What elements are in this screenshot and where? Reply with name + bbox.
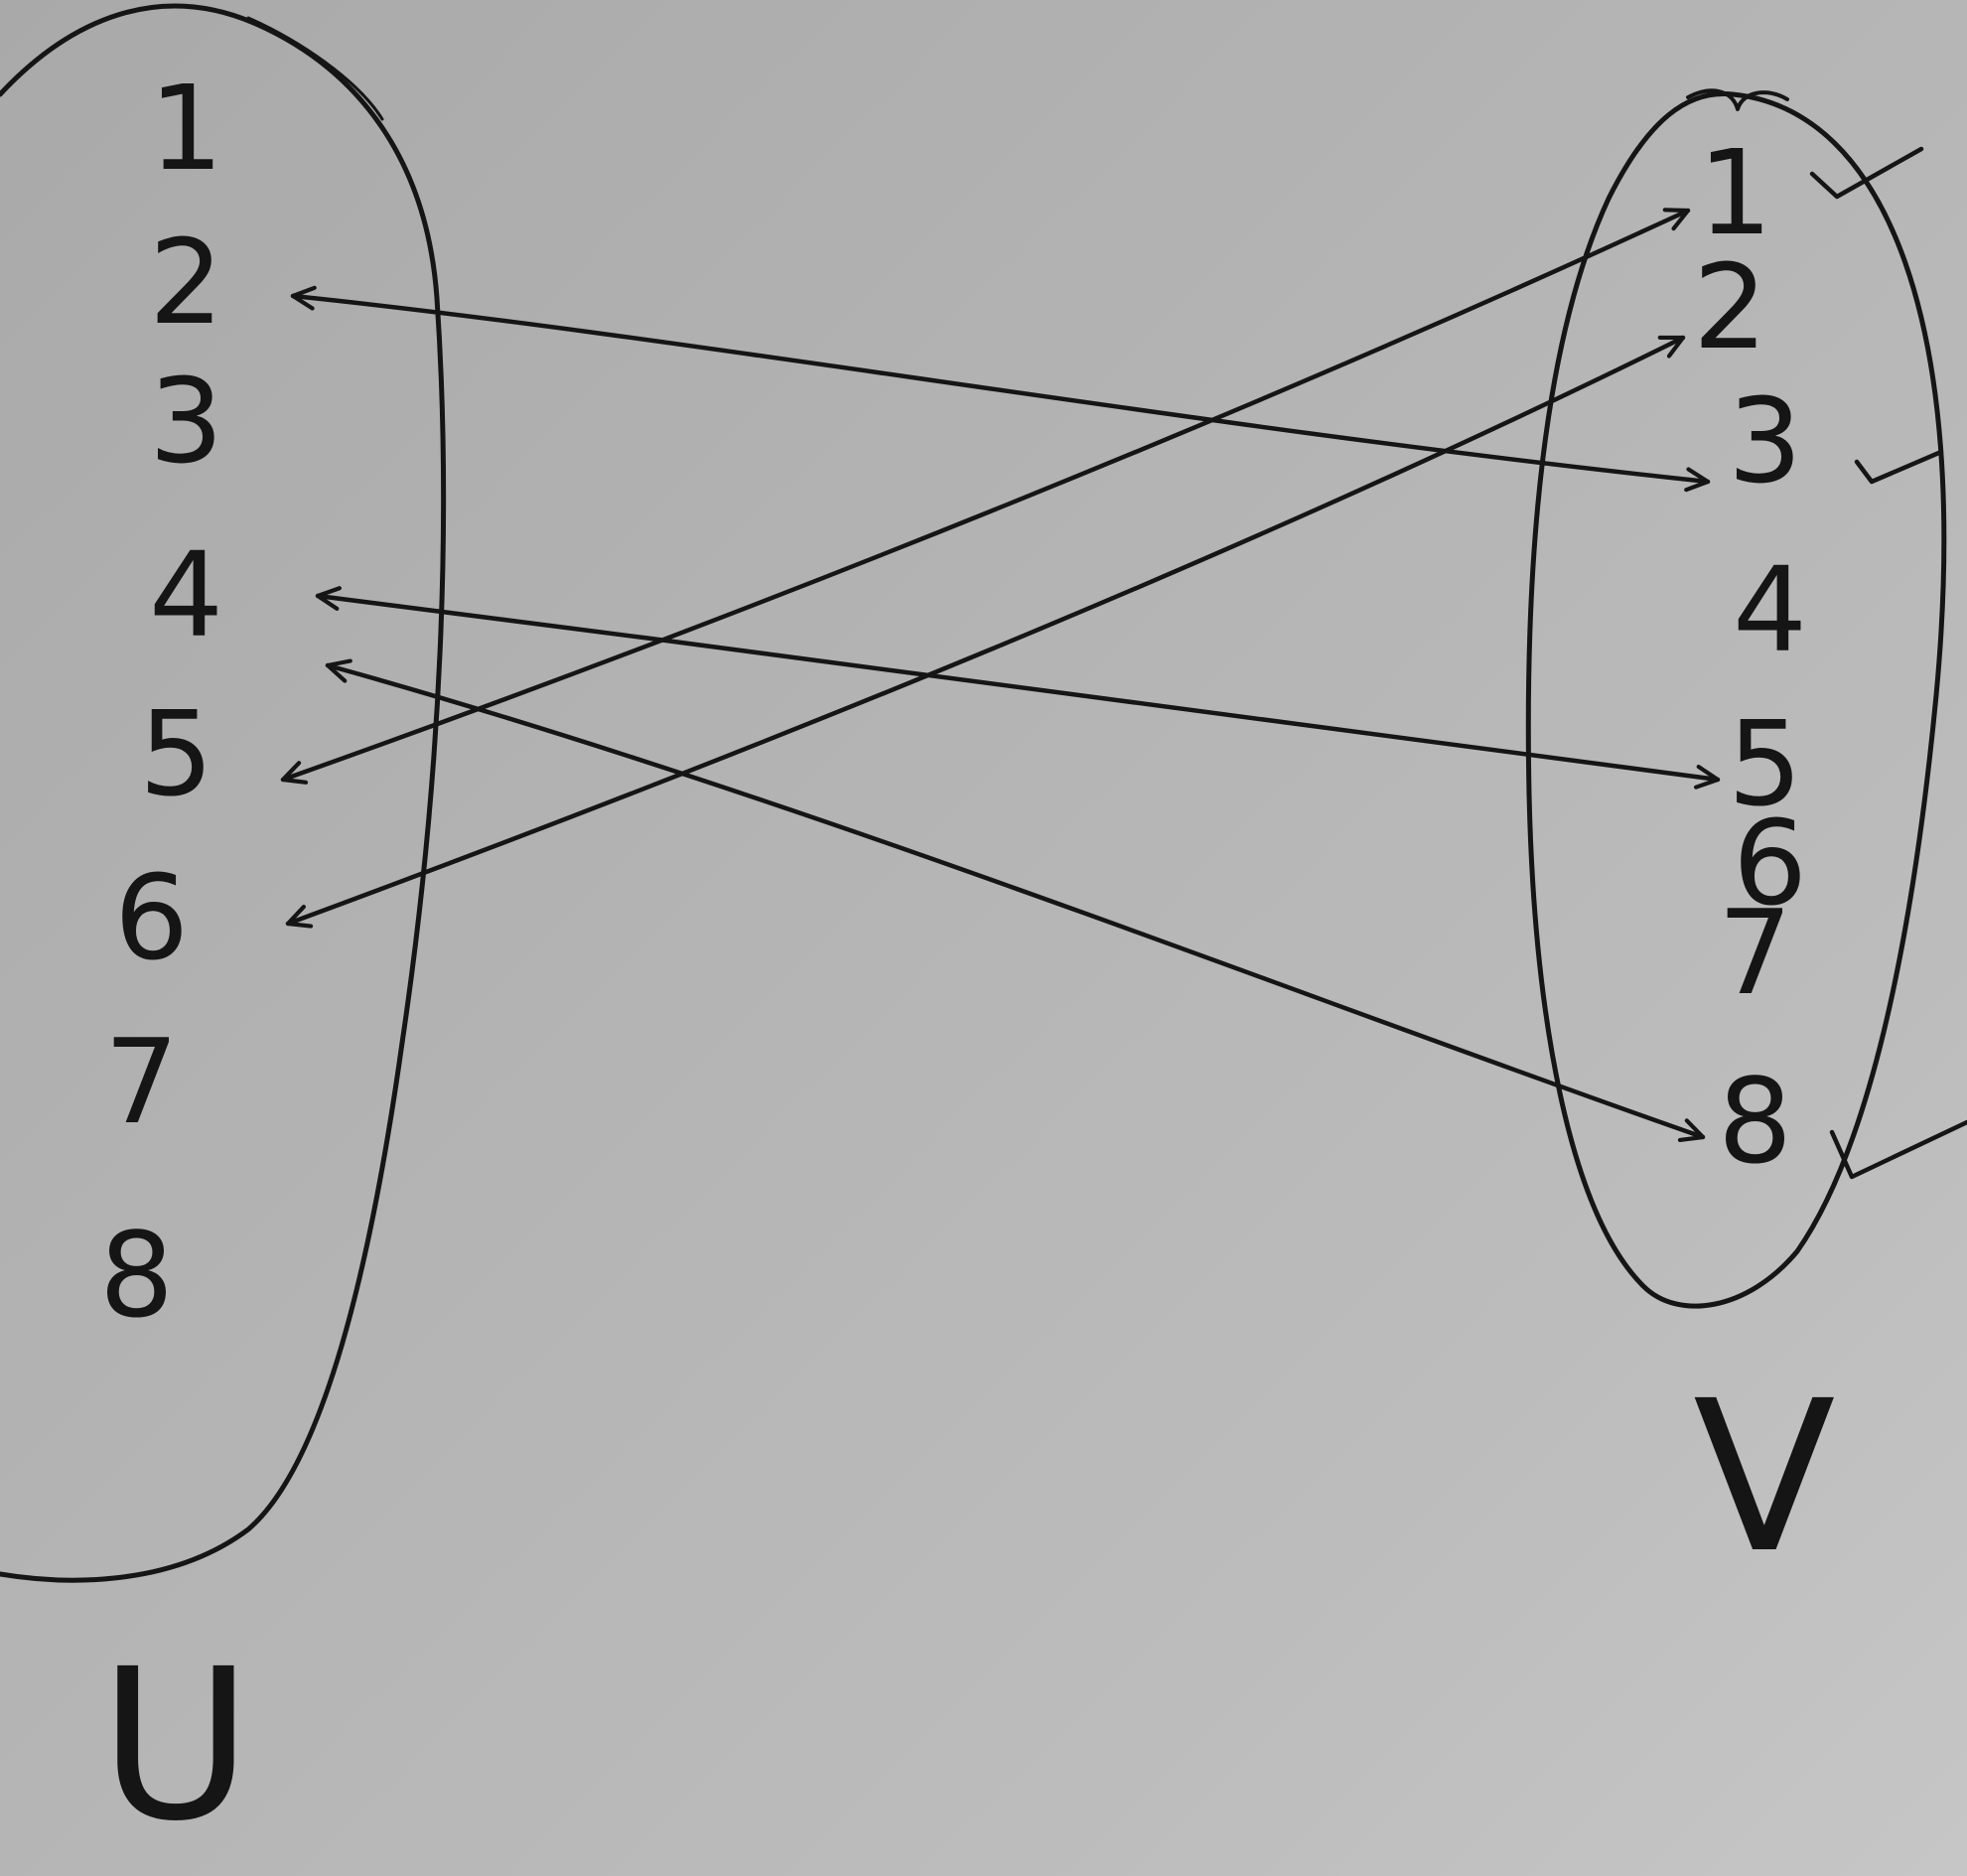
left-element-3: 3 bbox=[149, 353, 223, 490]
checkmark-1 bbox=[1809, 146, 1924, 200]
left-set-oval-stroke-accent bbox=[246, 16, 384, 121]
right-set-elements: 1 2 3 4 5 6 7 8 bbox=[1693, 124, 1807, 1190]
checkmark-8 bbox=[1829, 1119, 1967, 1180]
left-element-8: 8 bbox=[99, 1207, 174, 1344]
right-element-4: 4 bbox=[1733, 541, 1807, 678]
left-element-1: 1 bbox=[149, 60, 223, 197]
right-element-2: 2 bbox=[1693, 238, 1767, 375]
edge-6-to-2 bbox=[285, 335, 1686, 929]
right-set-label: V bbox=[1693, 1356, 1836, 1599]
right-set-oval-top-notch bbox=[1686, 88, 1789, 111]
edges bbox=[280, 208, 1721, 1143]
left-element-2: 2 bbox=[149, 214, 223, 351]
edge-5-to-1 bbox=[280, 208, 1691, 785]
left-set-label: U bbox=[99, 1624, 252, 1867]
left-element-4: 4 bbox=[149, 526, 223, 663]
right-element-8: 8 bbox=[1718, 1053, 1792, 1190]
left-set-elements: 1 2 3 4 5 6 7 8 bbox=[99, 60, 223, 1344]
left-element-7: 7 bbox=[104, 1013, 179, 1150]
edge-2-to-3 bbox=[290, 285, 1711, 493]
left-element-6: 6 bbox=[114, 849, 189, 986]
checkmarks bbox=[1809, 146, 1967, 1180]
right-element-5: 5 bbox=[1728, 695, 1802, 832]
right-element-1: 1 bbox=[1698, 124, 1772, 261]
right-element-6: 6 bbox=[1733, 794, 1807, 932]
edge-4-to-8 bbox=[325, 658, 1706, 1143]
left-element-5: 5 bbox=[139, 685, 213, 822]
checkmark-3 bbox=[1854, 449, 1944, 485]
right-element-3: 3 bbox=[1728, 372, 1802, 509]
right-element-7: 7 bbox=[1718, 884, 1792, 1021]
edge-4-to-5 bbox=[315, 586, 1721, 790]
